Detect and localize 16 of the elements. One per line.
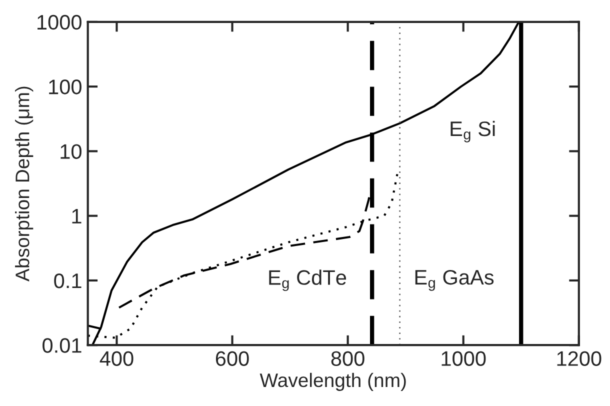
y-tick-label: 0.01 bbox=[42, 338, 82, 353]
annotation: E$_{g}$ CdTe bbox=[269, 270, 346, 292]
y-tick-label: 100 bbox=[49, 80, 82, 94]
x-tick-label: 1200 bbox=[557, 351, 602, 366]
y-tick-label: 0.1 bbox=[54, 273, 82, 288]
x-tick-label: 400 bbox=[100, 351, 134, 366]
y-tick-label: 10 bbox=[60, 144, 82, 159]
y-tick-label: 1 bbox=[72, 209, 82, 224]
x-tick-label: 800 bbox=[331, 351, 364, 366]
y-tick-label: 1000 bbox=[38, 14, 82, 30]
annotation: E$_{g}$ GaAs bbox=[415, 270, 494, 291]
x-tick-label: 1000 bbox=[442, 351, 486, 366]
annotation: E$_{g}$ Si bbox=[450, 120, 495, 142]
x-tick-label: 600 bbox=[216, 351, 249, 366]
x-axis-title: Wavelength (nm) bbox=[260, 372, 406, 391]
y-axis-title: Absorption Depth (μm) bbox=[15, 86, 34, 282]
